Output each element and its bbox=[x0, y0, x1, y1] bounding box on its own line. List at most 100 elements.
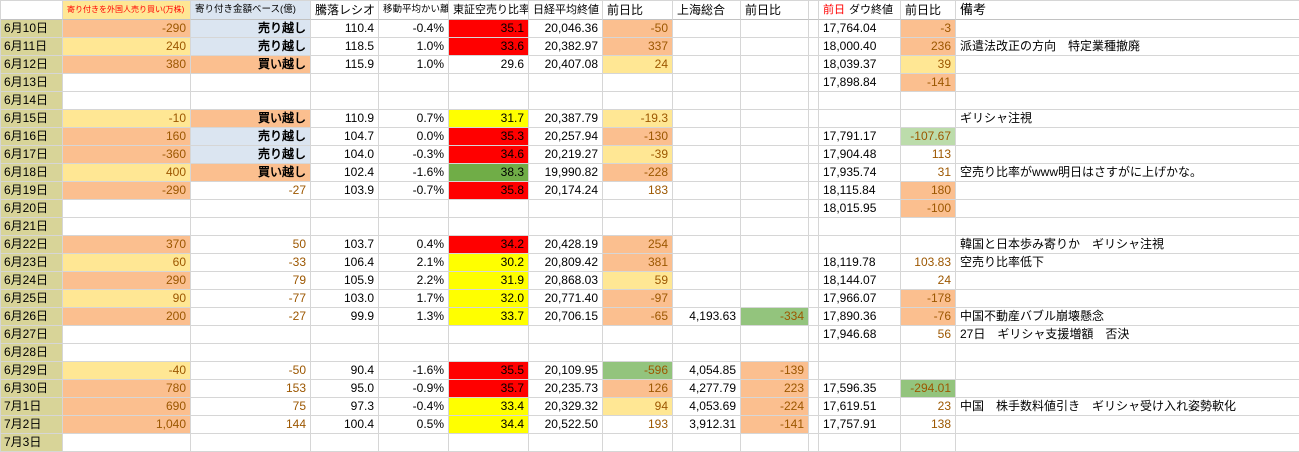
cell-foreign-8[interactable]: 400 bbox=[63, 164, 191, 182]
cell-chg-dow-5[interactable] bbox=[901, 110, 956, 128]
cell-date-4[interactable]: 6月14日 bbox=[1, 92, 63, 110]
cell-short-21[interactable]: 33.4 bbox=[449, 398, 529, 416]
cell-date-0[interactable]: 6月10日 bbox=[1, 20, 63, 38]
cell-short-10[interactable] bbox=[449, 200, 529, 218]
cell-nikkei-19[interactable]: 20,109.95 bbox=[529, 362, 603, 380]
cell-chg-dow-14[interactable]: 24 bbox=[901, 272, 956, 290]
cell-foreign-20[interactable]: 780 bbox=[63, 380, 191, 398]
cell-ma-18[interactable] bbox=[379, 344, 449, 362]
cell-remarks-22[interactable] bbox=[956, 416, 1299, 434]
cell-amount-23[interactable] bbox=[191, 434, 311, 452]
cell-chg-shanghai-7[interactable] bbox=[741, 146, 809, 164]
cell-chg-dow-19[interactable] bbox=[901, 362, 956, 380]
cell-shanghai-22[interactable]: 3,912.31 bbox=[673, 416, 741, 434]
cell-date-15[interactable]: 6月25日 bbox=[1, 290, 63, 308]
cell-short-19[interactable]: 35.5 bbox=[449, 362, 529, 380]
cell-chg-shanghai-13[interactable] bbox=[741, 254, 809, 272]
cell-nikkei-2[interactable]: 20,407.08 bbox=[529, 56, 603, 74]
cell-foreign-13[interactable]: 60 bbox=[63, 254, 191, 272]
cell-remarks-5[interactable]: ギリシャ注視 bbox=[956, 110, 1299, 128]
cell-ratio-6[interactable]: 104.7 bbox=[311, 128, 379, 146]
cell-chg-nikkei-3[interactable] bbox=[603, 74, 673, 92]
cell-dow-21[interactable]: 17,619.51 bbox=[819, 398, 901, 416]
cell-ma-10[interactable] bbox=[379, 200, 449, 218]
cell-remarks-9[interactable] bbox=[956, 182, 1299, 200]
cell-amount-3[interactable] bbox=[191, 74, 311, 92]
cell-short-15[interactable]: 32.0 bbox=[449, 290, 529, 308]
cell-dow-8[interactable]: 17,935.74 bbox=[819, 164, 901, 182]
cell-date-22[interactable]: 7月2日 bbox=[1, 416, 63, 434]
cell-shanghai-23[interactable] bbox=[673, 434, 741, 452]
cell-date-9[interactable]: 6月19日 bbox=[1, 182, 63, 200]
cell-dow-13[interactable]: 18,119.78 bbox=[819, 254, 901, 272]
cell-ma-16[interactable]: 1.3% bbox=[379, 308, 449, 326]
cell-foreign-15[interactable]: 90 bbox=[63, 290, 191, 308]
cell-chg-dow-11[interactable] bbox=[901, 218, 956, 236]
cell-dow-17[interactable]: 17,946.68 bbox=[819, 326, 901, 344]
cell-chg-shanghai-20[interactable]: 223 bbox=[741, 380, 809, 398]
cell-amount-19[interactable]: -50 bbox=[191, 362, 311, 380]
cell-shanghai-7[interactable] bbox=[673, 146, 741, 164]
cell-amount-16[interactable]: -27 bbox=[191, 308, 311, 326]
cell-amount-1[interactable]: 売り越し bbox=[191, 38, 311, 56]
cell-dow-20[interactable]: 17,596.35 bbox=[819, 380, 901, 398]
cell-chg-nikkei-0[interactable]: -50 bbox=[603, 20, 673, 38]
cell-chg-dow-1[interactable]: 236 bbox=[901, 38, 956, 56]
cell-date-3[interactable]: 6月13日 bbox=[1, 74, 63, 92]
cell-dow-16[interactable]: 17,890.36 bbox=[819, 308, 901, 326]
cell-nikkei-21[interactable]: 20,329.32 bbox=[529, 398, 603, 416]
cell-nikkei-6[interactable]: 20,257.94 bbox=[529, 128, 603, 146]
cell-foreign-7[interactable]: -360 bbox=[63, 146, 191, 164]
cell-shanghai-11[interactable] bbox=[673, 218, 741, 236]
cell-amount-2[interactable]: 買い越し bbox=[191, 56, 311, 74]
cell-amount-13[interactable]: -33 bbox=[191, 254, 311, 272]
cell-chg-shanghai-6[interactable] bbox=[741, 128, 809, 146]
cell-foreign-11[interactable] bbox=[63, 218, 191, 236]
cell-date-2[interactable]: 6月12日 bbox=[1, 56, 63, 74]
cell-ratio-8[interactable]: 102.4 bbox=[311, 164, 379, 182]
cell-nikkei-22[interactable]: 20,522.50 bbox=[529, 416, 603, 434]
header-moving-average-divergence[interactable]: 移動平均かい離 bbox=[379, 1, 449, 20]
header-shanghai-change[interactable]: 前日比 bbox=[741, 1, 809, 20]
header-foreign-buying[interactable]: 寄り付きを外国人売り買い(万株) bbox=[63, 1, 191, 20]
cell-remarks-3[interactable] bbox=[956, 74, 1299, 92]
cell-shanghai-8[interactable] bbox=[673, 164, 741, 182]
cell-dow-3[interactable]: 17,898.84 bbox=[819, 74, 901, 92]
cell-ratio-20[interactable]: 95.0 bbox=[311, 380, 379, 398]
cell-short-9[interactable]: 35.8 bbox=[449, 182, 529, 200]
cell-amount-12[interactable]: 50 bbox=[191, 236, 311, 254]
cell-short-6[interactable]: 35.3 bbox=[449, 128, 529, 146]
cell-ratio-14[interactable]: 105.9 bbox=[311, 272, 379, 290]
cell-ratio-7[interactable]: 104.0 bbox=[311, 146, 379, 164]
cell-foreign-10[interactable] bbox=[63, 200, 191, 218]
cell-chg-nikkei-12[interactable]: 254 bbox=[603, 236, 673, 254]
cell-remarks-6[interactable] bbox=[956, 128, 1299, 146]
cell-shanghai-14[interactable] bbox=[673, 272, 741, 290]
header-advance-decline-ratio[interactable]: 騰落レシオ bbox=[311, 1, 379, 20]
cell-ma-3[interactable] bbox=[379, 74, 449, 92]
cell-date-14[interactable]: 6月24日 bbox=[1, 272, 63, 290]
cell-spacer-8[interactable] bbox=[809, 164, 819, 182]
cell-foreign-3[interactable] bbox=[63, 74, 191, 92]
cell-spacer-14[interactable] bbox=[809, 272, 819, 290]
cell-amount-6[interactable]: 売り越し bbox=[191, 128, 311, 146]
cell-dow-7[interactable]: 17,904.48 bbox=[819, 146, 901, 164]
cell-foreign-21[interactable]: 690 bbox=[63, 398, 191, 416]
cell-foreign-6[interactable]: 160 bbox=[63, 128, 191, 146]
cell-ma-0[interactable]: -0.4% bbox=[379, 20, 449, 38]
cell-dow-1[interactable]: 18,000.40 bbox=[819, 38, 901, 56]
cell-shanghai-15[interactable] bbox=[673, 290, 741, 308]
header-dow-change[interactable]: 前日比 bbox=[901, 1, 956, 20]
cell-ratio-15[interactable]: 103.0 bbox=[311, 290, 379, 308]
cell-amount-7[interactable]: 売り越し bbox=[191, 146, 311, 164]
cell-chg-shanghai-22[interactable]: -141 bbox=[741, 416, 809, 434]
cell-ma-13[interactable]: 2.1% bbox=[379, 254, 449, 272]
cell-chg-nikkei-13[interactable]: 381 bbox=[603, 254, 673, 272]
cell-nikkei-7[interactable]: 20,219.27 bbox=[529, 146, 603, 164]
cell-remarks-20[interactable] bbox=[956, 380, 1299, 398]
cell-spacer-22[interactable] bbox=[809, 416, 819, 434]
header-nikkei-change[interactable]: 前日比 bbox=[603, 1, 673, 20]
cell-ratio-23[interactable] bbox=[311, 434, 379, 452]
cell-remarks-4[interactable] bbox=[956, 92, 1299, 110]
cell-chg-dow-6[interactable]: -107.67 bbox=[901, 128, 956, 146]
